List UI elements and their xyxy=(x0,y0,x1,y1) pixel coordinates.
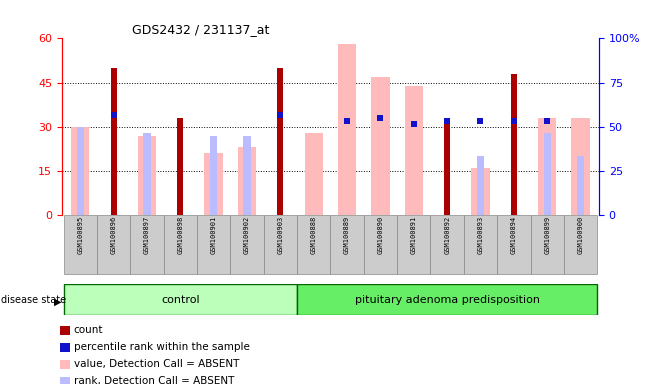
Text: GSM100893: GSM100893 xyxy=(477,216,484,254)
Text: GSM100903: GSM100903 xyxy=(277,216,283,254)
Text: GSM100888: GSM100888 xyxy=(311,216,316,254)
Bar xyxy=(572,118,590,215)
Bar xyxy=(305,132,323,215)
Bar xyxy=(371,77,389,215)
Text: GSM100897: GSM100897 xyxy=(144,216,150,254)
Bar xyxy=(77,127,84,215)
Bar xyxy=(511,118,517,124)
Bar xyxy=(378,115,383,121)
Bar xyxy=(464,215,497,274)
Text: percentile rank within the sample: percentile rank within the sample xyxy=(74,343,249,353)
Text: pituitary adenoma predisposition: pituitary adenoma predisposition xyxy=(355,295,540,305)
Bar xyxy=(143,132,150,215)
Bar xyxy=(264,215,297,274)
Bar xyxy=(444,118,450,215)
Text: count: count xyxy=(74,326,103,336)
Text: GSM100898: GSM100898 xyxy=(177,216,184,254)
Bar xyxy=(444,118,450,124)
Bar xyxy=(344,118,350,124)
Bar xyxy=(364,215,397,274)
Bar xyxy=(564,215,597,274)
Bar xyxy=(471,168,490,215)
Text: rank, Detection Call = ABSENT: rank, Detection Call = ABSENT xyxy=(74,376,234,384)
Text: GSM100895: GSM100895 xyxy=(77,216,83,254)
Text: GSM100901: GSM100901 xyxy=(211,216,217,254)
Bar xyxy=(238,147,256,215)
Bar xyxy=(277,112,283,118)
Text: GSM100899: GSM100899 xyxy=(544,216,550,254)
Bar xyxy=(64,215,97,274)
Text: GSM100902: GSM100902 xyxy=(244,216,250,254)
Text: GSM100891: GSM100891 xyxy=(411,216,417,254)
Bar xyxy=(477,156,484,215)
Bar xyxy=(531,215,564,274)
Bar xyxy=(538,118,557,215)
Bar xyxy=(130,215,163,274)
Bar xyxy=(497,215,531,274)
Bar xyxy=(111,112,117,118)
Bar xyxy=(204,153,223,215)
Bar xyxy=(71,127,89,215)
Bar xyxy=(477,118,484,124)
Bar xyxy=(511,74,517,215)
Bar xyxy=(277,68,283,215)
Bar xyxy=(197,215,230,274)
Text: control: control xyxy=(161,295,200,305)
Bar xyxy=(338,44,356,215)
Bar xyxy=(243,136,251,215)
Bar xyxy=(577,156,584,215)
Bar xyxy=(60,360,70,369)
Text: value, Detection Call = ABSENT: value, Detection Call = ABSENT xyxy=(74,359,239,369)
Bar xyxy=(544,118,550,124)
Bar xyxy=(111,68,117,215)
Text: GSM100900: GSM100900 xyxy=(577,216,583,254)
Bar xyxy=(544,132,551,215)
Bar xyxy=(397,215,430,274)
Text: disease state: disease state xyxy=(1,295,66,305)
Bar xyxy=(210,136,217,215)
Bar xyxy=(97,215,130,274)
Bar xyxy=(138,136,156,215)
Bar xyxy=(64,284,297,315)
Bar xyxy=(60,326,70,335)
Bar xyxy=(230,215,264,274)
Bar xyxy=(297,284,597,315)
Bar xyxy=(330,215,364,274)
Bar xyxy=(60,377,70,384)
Text: GSM100890: GSM100890 xyxy=(378,216,383,254)
Bar xyxy=(411,121,417,127)
Bar xyxy=(163,215,197,274)
Text: GSM100892: GSM100892 xyxy=(444,216,450,254)
Bar xyxy=(60,343,70,352)
Text: ▶: ▶ xyxy=(54,296,62,306)
Bar xyxy=(177,118,184,215)
Bar xyxy=(430,215,464,274)
Text: GSM100894: GSM100894 xyxy=(511,216,517,254)
Text: GSM100889: GSM100889 xyxy=(344,216,350,254)
Text: GDS2432 / 231137_at: GDS2432 / 231137_at xyxy=(132,23,269,36)
Text: GSM100896: GSM100896 xyxy=(111,216,117,254)
Bar xyxy=(297,215,330,274)
Bar xyxy=(405,86,423,215)
